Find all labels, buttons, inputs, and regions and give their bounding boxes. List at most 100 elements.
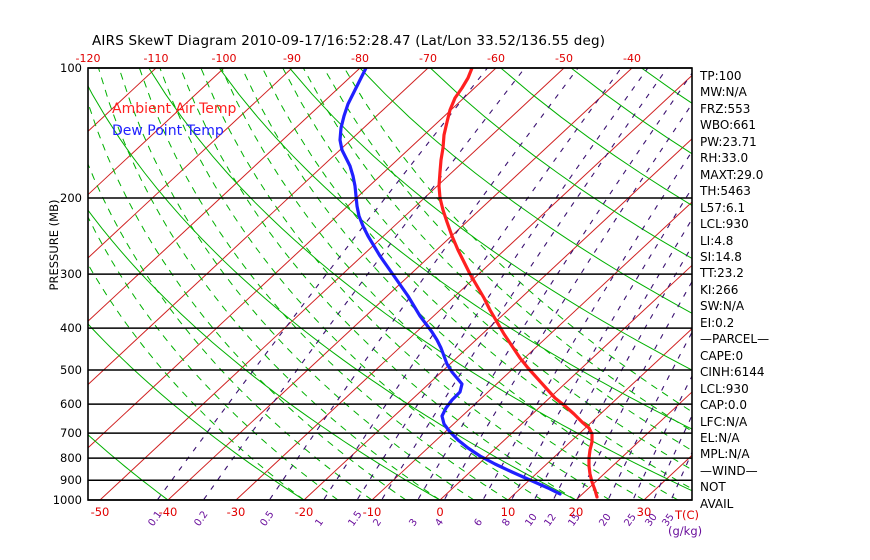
pressure-tick: 100 [60,61,82,75]
saturation-adiabat [241,68,679,500]
sounding-curve [437,68,599,499]
bottom-temp-tick: -30 [226,505,246,519]
pressure-tick: 1000 [52,493,82,507]
top-temp-tick: -40 [623,52,641,65]
dry-adiabat [88,209,441,500]
top-temp-tick: -90 [283,52,301,65]
isotherm [848,68,870,500]
saturation-adiabat [282,68,692,471]
dry-adiabat [88,85,577,500]
pressure-tick: 600 [60,397,82,412]
mixing-ratio-line [417,72,692,500]
isotherm [371,201,692,500]
pressure-tick: 700 [60,426,82,441]
mixing-ratio-unit-label: (g/kg) [668,524,703,538]
panel-index-row: EI:0.2 [700,315,735,330]
saturation-adiabat [88,162,373,500]
mixing-ratio-line [380,68,668,500]
top-temp-tick: -60 [487,52,505,65]
isotherm [88,68,429,386]
isotherm [439,264,692,500]
top-temp-tick: -100 [211,52,237,65]
mixing-ratio-line [322,68,622,500]
panel-index-row: LFC:N/A [700,414,748,429]
saturation-adiabat [118,68,475,500]
pressure-tick: 500 [60,362,82,377]
pressure-tick: 400 [60,321,82,336]
isotherm [88,68,497,449]
panel-index-row: SI:14.8 [700,249,742,264]
dry-adiabat [853,68,870,500]
saturation-adiabat [88,101,407,500]
bottom-temp-tick: 0 [436,505,444,519]
panel-index-row: CINH:6144 [700,365,765,380]
panel-index-row: TP:100 [700,69,742,83]
page-title: AIRS SkewT Diagram 2010-09-17/16:52:28.4… [92,33,606,49]
panel-index-row: LCL:930 [700,217,749,232]
dry-adiabat [218,68,692,430]
saturation-adiabat [200,68,611,500]
panel-index-row: KI:266 [700,282,739,297]
panel-index-row: MW:N/A [700,85,747,100]
dry-adiabat [0,68,32,500]
panel-index-row: FRZ:553 [700,101,751,116]
mixing-ratio-line [632,374,692,500]
pressure-tick: 900 [60,473,82,488]
panel-index-row: MAXT:29.0 [700,167,764,182]
panel-index-row: CAPE:0 [700,348,744,363]
panel-index-row: L57:6.1 [700,200,746,215]
isotherm [88,68,293,259]
mixing-ratio-line [510,187,692,500]
sounding-curve [338,68,562,496]
isotherm [235,74,692,500]
isotherm [575,391,692,500]
saturation-adiabat [138,68,509,500]
dry-adiabat [88,434,169,500]
sounding-indices-panel: TP:100 MW:N/A FRZ:553 WBO:661 PW:23.71 RH:33.… [700,68,850,512]
mixing-ratio-line [443,103,692,500]
mixing-ratio-line [202,68,526,500]
bottom-temp-tick: -10 [362,505,382,519]
bottom-temp-tick: 30 [636,505,652,519]
isotherm [88,68,361,322]
bottom-temp-tick: -20 [294,505,314,519]
dry-adiabat [148,68,692,492]
legend-dew-point-temp: Dew Point Temp [112,123,224,139]
top-temp-tick: -120 [75,52,101,65]
saturation-adiabat [159,68,543,500]
top-temp-tick: -70 [419,52,437,65]
panel-index-row: —WIND— [700,463,758,478]
panel-index-row: SW:N/A [700,299,745,314]
bottom-temp-tick: -50 [90,505,110,519]
pressure-tick: 800 [60,451,82,466]
panel-index-row: AVAIL [700,496,734,511]
temperature-unit-label: T(C) [675,508,700,522]
dry-adiabat [88,323,305,500]
panel-index-row: LI:4.8 [700,233,734,248]
isotherm [507,328,692,500]
panel-index-row: NOT [700,480,726,495]
mixing-ratio-line [356,68,649,500]
saturation-adiabat [98,68,441,500]
bottom-temp-tick: 10 [500,505,516,519]
dry-adiabat [430,68,692,260]
saturation-adiabat [220,68,645,500]
panel-index-row: EL:N/A [700,430,740,445]
bottom-temp-tick: 20 [568,505,584,519]
mixing-ratio-line [533,218,692,500]
top-temp-tick: -110 [143,52,169,65]
top-temp-tick: -80 [351,52,369,65]
panel-index-row: RH:33.0 [700,151,749,166]
isotherm [0,68,20,500]
bottom-temp-tick: -40 [158,505,178,519]
legend-ambient-air-temp: Ambient Air Temp [112,101,237,117]
mixing-ratio-line [268,68,579,500]
dry-adiabat [359,68,692,314]
dry-adiabat [289,68,692,371]
saturation-adiabat [261,68,692,490]
pressure-tick: 300 [60,267,82,282]
panel-index-row: PW:23.71 [700,134,757,149]
panel-index-row: MPL:N/A [700,447,750,462]
panel-index-row: TH:5463 [700,184,751,199]
isotherm [88,68,225,196]
